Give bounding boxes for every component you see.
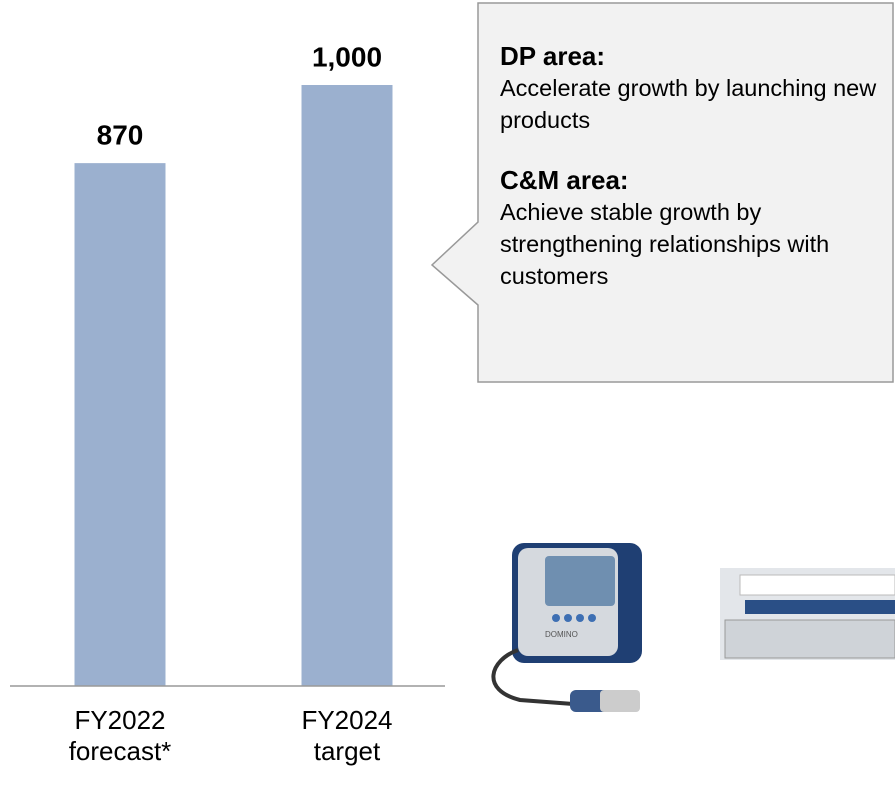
callout-heading: DP area: bbox=[500, 40, 890, 72]
value-label: 870 bbox=[97, 120, 144, 151]
callout-heading: C&M area: bbox=[500, 164, 890, 196]
callout-text: Accelerate growth by launching new produ… bbox=[500, 72, 890, 136]
brand-label: DOMINO bbox=[545, 630, 578, 639]
callout-text: Achieve stable growth by strengthening r… bbox=[500, 196, 890, 292]
bar bbox=[75, 163, 166, 686]
value-label: 1,000 bbox=[312, 41, 382, 72]
callout: DP area: Accelerate growth by launching … bbox=[500, 40, 890, 320]
bar bbox=[302, 85, 393, 686]
product-image: DOMINO bbox=[493, 543, 895, 712]
page: {"chart_data": {"type": "bar", "categori… bbox=[0, 0, 895, 803]
x-tick-label: FY2024 target bbox=[272, 705, 422, 767]
x-tick-label: FY2022 forecast* bbox=[45, 705, 195, 767]
